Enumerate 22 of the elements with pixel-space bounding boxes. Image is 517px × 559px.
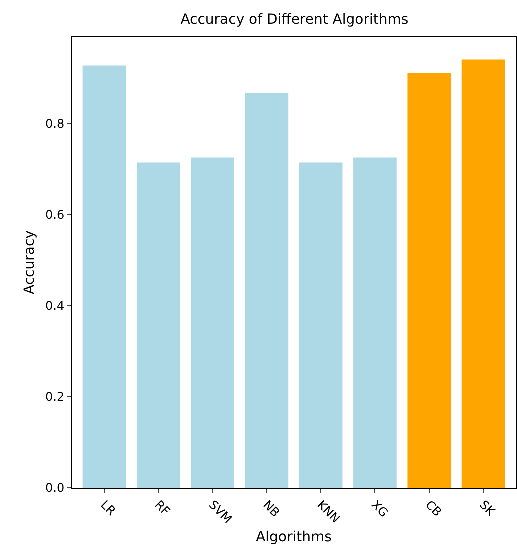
x-tick-label: SK [477, 498, 499, 520]
chart-title: Accuracy of Different Algorithms [180, 12, 409, 28]
bar [245, 93, 289, 488]
y-tick-label: 0.2 [46, 390, 65, 404]
bar [462, 60, 506, 488]
x-tick-label: XG [368, 498, 392, 520]
y-tick-label: 0.4 [46, 298, 65, 313]
bar [136, 162, 180, 488]
y-tick-label: 0.8 [46, 116, 65, 131]
x-axis-title: Algorithms [256, 530, 332, 546]
bar [191, 158, 234, 488]
bar [408, 73, 452, 488]
x-tick-label: CB [423, 498, 445, 520]
bar [299, 162, 343, 488]
x-tick-label: LR [98, 498, 119, 518]
x-tick-label: NB [260, 498, 283, 520]
y-tick-label: 0.6 [46, 208, 65, 222]
bar [82, 66, 126, 488]
y-tick-label: 0.0 [46, 481, 65, 496]
y-axis-title: Accuracy [22, 230, 38, 294]
x-tick-label: RF [152, 498, 174, 519]
bar [354, 158, 397, 488]
